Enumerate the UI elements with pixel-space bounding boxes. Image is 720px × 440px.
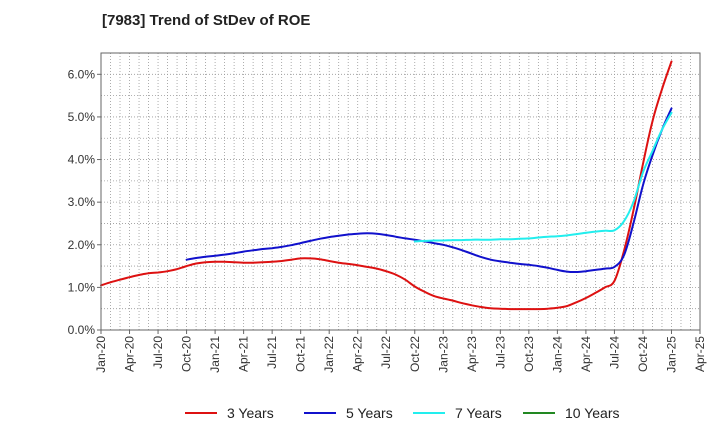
x-tick-label: Jan-20 <box>94 336 108 373</box>
y-axis: 0.0% 1.0% 2.0% 3.0% 4.0% 5.0% 6.0% <box>68 67 101 337</box>
x-axis: Jan-20 Apr-20 Jul-20 Oct-20 Jan-21 Apr-21 Jul-… <box>94 330 707 373</box>
y-tick-label: 0.0% <box>68 323 96 337</box>
x-tick-label: Jan-25 <box>664 336 678 373</box>
legend-swatch <box>304 412 336 414</box>
legend-item-7-years: 7 Years <box>413 405 502 421</box>
x-tick-label: Jul-20 <box>151 336 165 369</box>
y-tick-label: 3.0% <box>68 195 96 209</box>
legend-swatch <box>523 412 555 414</box>
y-tick-label: 2.0% <box>68 238 96 252</box>
series-line-3-years <box>100 60 673 311</box>
x-tick-label: Apr-22 <box>351 336 365 372</box>
x-tick-label: Oct-23 <box>522 336 536 372</box>
legend-label: 3 Years <box>227 405 274 421</box>
y-tick-label: 1.0% <box>68 280 96 294</box>
x-tick-label: Jan-24 <box>550 336 564 373</box>
x-tick-label: Jul-24 <box>607 336 621 369</box>
legend: 3 Years 5 Years 7 Years 10 Years <box>0 405 720 425</box>
x-tick-label: Jul-21 <box>265 336 279 369</box>
legend-label: 7 Years <box>455 405 502 421</box>
series-line-5-years <box>185 107 673 274</box>
x-tick-label: Oct-24 <box>636 336 650 372</box>
x-tick-label: Oct-20 <box>180 336 194 372</box>
legend-label: 5 Years <box>346 405 393 421</box>
plot-frame <box>100 52 701 331</box>
grid <box>101 53 700 330</box>
x-tick-label: Oct-21 <box>294 336 308 372</box>
x-tick-label: Jan-23 <box>436 336 450 373</box>
y-tick-label: 5.0% <box>68 110 96 124</box>
legend-label: 10 Years <box>565 405 620 421</box>
y-tick-label: 4.0% <box>68 153 96 167</box>
y-tick-label: 6.0% <box>68 67 96 81</box>
x-tick-label: Jan-22 <box>322 336 336 373</box>
x-tick-label: Jan-21 <box>208 336 222 373</box>
x-tick-label: Apr-20 <box>123 336 137 372</box>
x-tick-label: Oct-22 <box>408 336 422 372</box>
x-tick-label: Apr-24 <box>579 336 593 372</box>
x-tick-label: Jul-23 <box>493 336 507 369</box>
series-line-7-years <box>413 111 673 243</box>
x-tick-label: Apr-23 <box>465 336 479 372</box>
legend-swatch <box>185 412 217 414</box>
legend-swatch <box>413 412 445 414</box>
series-lines <box>100 60 673 311</box>
x-tick-label: Apr-25 <box>693 336 707 372</box>
chart-title: [7983] Trend of StDev of ROE <box>102 12 311 29</box>
x-tick-label: Jul-22 <box>379 336 393 369</box>
legend-item-10-years: 10 Years <box>523 405 620 421</box>
x-tick-label: Apr-21 <box>237 336 251 372</box>
legend-item-5-years: 5 Years <box>304 405 393 421</box>
legend-item-3-years: 3 Years <box>185 405 274 421</box>
